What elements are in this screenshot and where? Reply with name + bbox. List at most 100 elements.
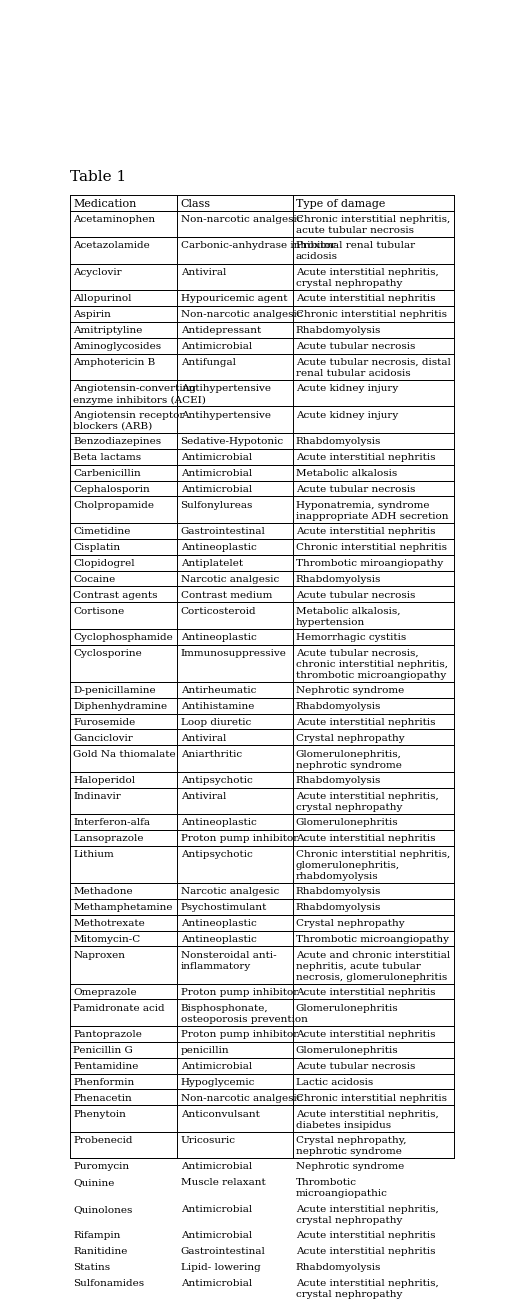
Text: Amitriptyline: Amitriptyline — [73, 326, 143, 335]
Text: Antihypertensive: Antihypertensive — [180, 384, 271, 393]
Text: Loop diuretic: Loop diuretic — [180, 717, 251, 727]
Text: Antimicrobial: Antimicrobial — [180, 1062, 252, 1070]
Text: Acute interstitial nephritis,
crystal nephropathy: Acute interstitial nephritis, crystal ne… — [296, 268, 438, 288]
Text: Naproxen: Naproxen — [73, 950, 125, 960]
Text: Bisphosphonate,
osteoporosis prevention: Bisphosphonate, osteoporosis prevention — [180, 1004, 308, 1023]
Text: Acetazolamide: Acetazolamide — [73, 241, 150, 250]
Text: Acute interstitial nephritis,
diabetes insipidus: Acute interstitial nephritis, diabetes i… — [296, 1109, 438, 1130]
Text: Corticosteroid: Corticosteroid — [180, 607, 256, 616]
Text: Cortisone: Cortisone — [73, 607, 124, 616]
Text: Muscle relaxant: Muscle relaxant — [180, 1178, 265, 1187]
Text: Cocaine: Cocaine — [73, 574, 115, 583]
Text: Antineoplastic: Antineoplastic — [180, 919, 257, 928]
Text: Hypoglycemic: Hypoglycemic — [180, 1078, 255, 1087]
Text: Antineoplastic: Antineoplastic — [180, 935, 257, 944]
Text: Metabolic alkalosis: Metabolic alkalosis — [296, 469, 397, 478]
Text: Hemorrhagic cystitis: Hemorrhagic cystitis — [296, 633, 406, 642]
Text: Glomerulonephritis,
nephrotic syndrome: Glomerulonephritis, nephrotic syndrome — [296, 750, 402, 769]
Text: Thrombotic miroangiopathy: Thrombotic miroangiopathy — [296, 559, 443, 568]
Text: Metabolic alkalosis,
hypertension: Metabolic alkalosis, hypertension — [296, 607, 400, 626]
Text: Antiviral: Antiviral — [180, 268, 226, 277]
Text: Benzodiazepines: Benzodiazepines — [73, 437, 161, 447]
Text: Chronic interstitial nephritis: Chronic interstitial nephritis — [296, 543, 447, 552]
Text: Methotrexate: Methotrexate — [73, 919, 145, 928]
Text: Antimicrobial: Antimicrobial — [180, 469, 252, 478]
Text: Nephrotic syndrome: Nephrotic syndrome — [296, 1163, 404, 1172]
Text: Acute and chronic interstitial
nephritis, acute tubular
necrosis, glomerulonephr: Acute and chronic interstitial nephritis… — [296, 950, 450, 982]
Text: Omeprazole: Omeprazole — [73, 988, 137, 997]
Text: Antiviral: Antiviral — [180, 733, 226, 742]
Text: Acute tubular necrosis, distal
renal tubular acidosis: Acute tubular necrosis, distal renal tub… — [296, 358, 451, 378]
Text: Class: Class — [180, 199, 211, 210]
Text: Rhabdomyolysis: Rhabdomyolysis — [296, 574, 381, 583]
Text: Nephrotic syndrome: Nephrotic syndrome — [296, 686, 404, 695]
Text: Angiotensin-converting
enzyme inhibitors (ACEI): Angiotensin-converting enzyme inhibitors… — [73, 384, 206, 405]
Text: Acute tubular necrosis: Acute tubular necrosis — [296, 342, 415, 352]
Text: Antipsychotic: Antipsychotic — [180, 776, 252, 785]
Text: Antihypertensive: Antihypertensive — [180, 410, 271, 419]
Text: Narcotic analgesic: Narcotic analgesic — [180, 887, 279, 896]
Text: Acute tubular necrosis: Acute tubular necrosis — [296, 484, 415, 493]
Text: Antineoplastic: Antineoplastic — [180, 543, 257, 552]
Text: Aspirin: Aspirin — [73, 310, 111, 319]
Text: Thrombotic microangiopathy: Thrombotic microangiopathy — [296, 935, 449, 944]
Text: Ranitidine: Ranitidine — [73, 1247, 128, 1256]
Text: Antirheumatic: Antirheumatic — [180, 686, 256, 695]
Text: Amphotericin B: Amphotericin B — [73, 358, 155, 367]
Text: Allopurinol: Allopurinol — [73, 294, 132, 303]
Text: Cholpropamide: Cholpropamide — [73, 501, 154, 509]
Text: Gastrointestinal: Gastrointestinal — [180, 527, 266, 536]
Text: Acute interstitial nephritis,
crystal nephropathy: Acute interstitial nephritis, crystal ne… — [296, 792, 438, 812]
Text: Crystal nephropathy: Crystal nephropathy — [296, 919, 404, 928]
Text: Contrast medium: Contrast medium — [180, 591, 272, 600]
Text: Antimicrobial: Antimicrobial — [180, 1279, 252, 1288]
Text: Antimicrobial: Antimicrobial — [180, 1163, 252, 1172]
Text: Chronic interstitial nephritis,
glomerulonephritis,
rhabdomyolysis: Chronic interstitial nephritis, glomerul… — [296, 850, 450, 881]
Text: Antineoplastic: Antineoplastic — [180, 633, 257, 642]
Text: Carbenicillin: Carbenicillin — [73, 469, 141, 478]
Text: Methadone: Methadone — [73, 887, 133, 896]
Text: Anticonvulsant: Anticonvulsant — [180, 1109, 260, 1118]
Text: Interferon-alfa: Interferon-alfa — [73, 819, 150, 827]
Text: Lansoprazole: Lansoprazole — [73, 835, 144, 844]
Text: Lipid- lowering: Lipid- lowering — [180, 1263, 260, 1272]
Text: Cimetidine: Cimetidine — [73, 527, 130, 536]
Text: Chronic interstitial nephritis: Chronic interstitial nephritis — [296, 1094, 447, 1103]
Text: Rhabdomyolysis: Rhabdomyolysis — [296, 437, 381, 447]
Text: Rhabdomyolysis: Rhabdomyolysis — [296, 887, 381, 896]
Text: Nonsteroidal anti-
inflammatory: Nonsteroidal anti- inflammatory — [180, 950, 276, 971]
Text: Hyponatremia, syndrome
inappropriate ADH secretion: Hyponatremia, syndrome inappropriate ADH… — [296, 501, 448, 521]
Text: Cyclosporine: Cyclosporine — [73, 648, 142, 658]
Text: Medication: Medication — [73, 199, 136, 210]
Text: Immunosuppressive: Immunosuppressive — [180, 648, 287, 658]
Text: Glomerulonephritis: Glomerulonephritis — [296, 1046, 398, 1055]
Text: Quinine: Quinine — [73, 1178, 114, 1187]
Text: Acute interstitial nephritis: Acute interstitial nephritis — [296, 527, 435, 536]
Text: Aniarthritic: Aniarthritic — [180, 750, 242, 759]
Text: Narcotic analgesic: Narcotic analgesic — [180, 574, 279, 583]
Text: Sulfonamides: Sulfonamides — [73, 1279, 144, 1288]
Text: Non-narcotic analgesic: Non-narcotic analgesic — [180, 310, 302, 319]
Text: Type of damage: Type of damage — [296, 199, 385, 210]
Text: Acute kidney injury: Acute kidney injury — [296, 384, 398, 393]
Text: Acute interstitial nephritis: Acute interstitial nephritis — [296, 294, 435, 303]
Text: Acute tubular necrosis: Acute tubular necrosis — [296, 591, 415, 600]
Text: Non-narcotic analgesic: Non-narcotic analgesic — [180, 1094, 302, 1103]
Text: Non-narcotic analgesic: Non-narcotic analgesic — [180, 215, 302, 224]
Text: Antipsychotic: Antipsychotic — [180, 850, 252, 859]
Text: Acute interstitial nephritis: Acute interstitial nephritis — [296, 1247, 435, 1256]
Text: Gastrointestinal: Gastrointestinal — [180, 1247, 266, 1256]
Text: Gold Na thiomalate: Gold Na thiomalate — [73, 750, 176, 759]
Text: Rhabdomyolysis: Rhabdomyolysis — [296, 776, 381, 785]
Text: Antimicrobial: Antimicrobial — [180, 1232, 252, 1241]
Text: Pantoprazole: Pantoprazole — [73, 1030, 142, 1039]
Text: Sulfonylureas: Sulfonylureas — [180, 501, 253, 509]
Text: Rifampin: Rifampin — [73, 1232, 121, 1241]
Text: Cisplatin: Cisplatin — [73, 543, 120, 552]
Text: Crystal nephropathy,
nephrotic syndrome: Crystal nephropathy, nephrotic syndrome — [296, 1135, 406, 1156]
Text: Crystal nephropathy: Crystal nephropathy — [296, 733, 404, 742]
Text: Acyclovir: Acyclovir — [73, 268, 122, 277]
Text: Quinolones: Quinolones — [73, 1204, 132, 1213]
Text: Rhabdomyolysis: Rhabdomyolysis — [296, 326, 381, 335]
Text: Rhabdomyolysis: Rhabdomyolysis — [296, 702, 381, 711]
